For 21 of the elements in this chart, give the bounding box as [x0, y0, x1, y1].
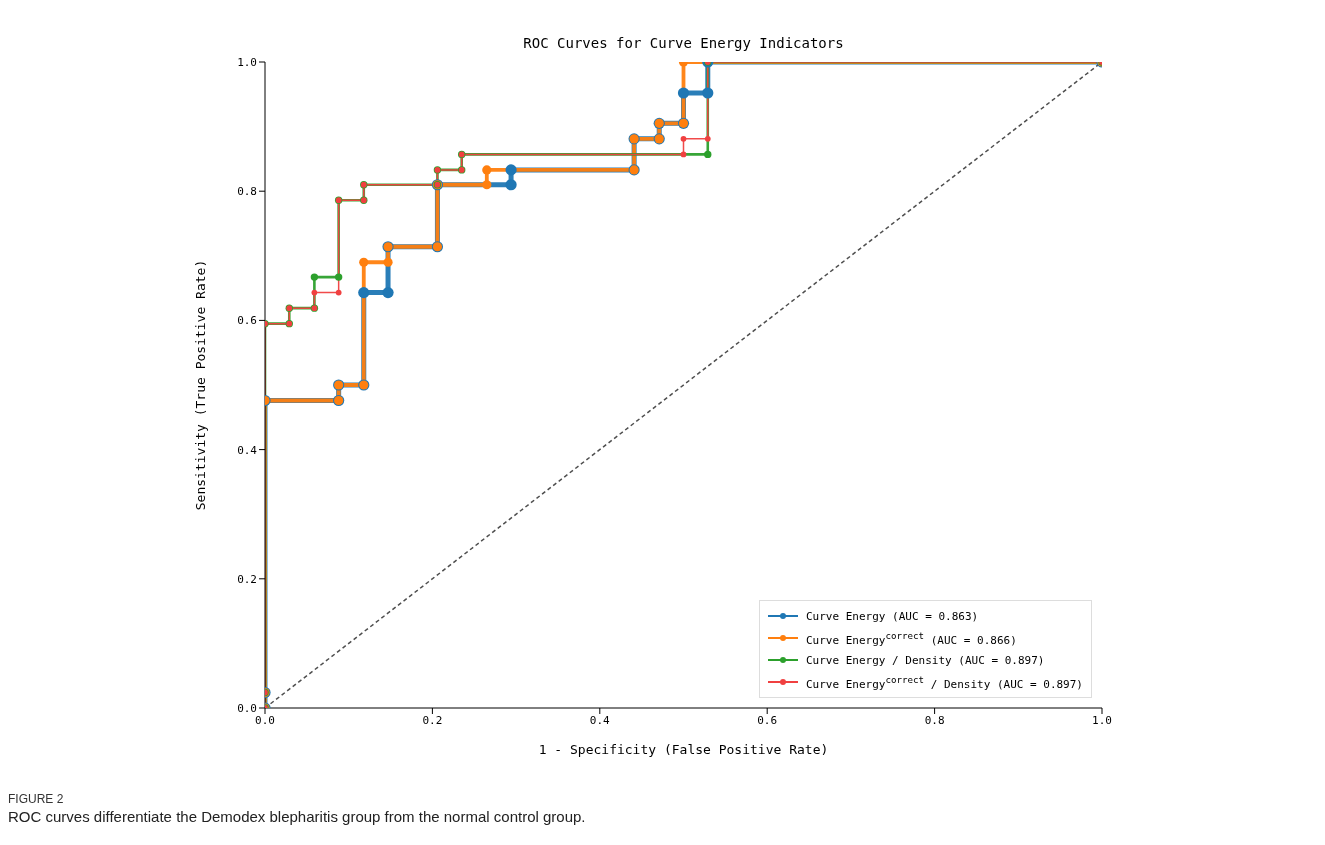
x-tick-label: 0.8 [924, 713, 945, 727]
x-tick-label: 1.0 [1092, 713, 1112, 727]
y-tick-label: 0.6 [237, 314, 257, 328]
y-tick-label: 0.4 [237, 443, 258, 457]
y-tick-label: 0.8 [237, 185, 257, 199]
legend-label: Curve Energy$^{correct}$ (AUC = 0.866) [805, 629, 1017, 647]
legend-label: Curve Energy$^{correct}$ / Density (AUC = 0.897) [805, 673, 1083, 691]
x-tick-label: 0.4 [589, 713, 611, 727]
legend-label: Curve Energy / Density (AUC = 0.897) [805, 653, 1045, 667]
x-tick-label: 0.6 [757, 713, 778, 727]
x-axis-title: 1 - Specificity (False Positive Rate) [538, 742, 829, 757]
x-tick-label: 0.2 [422, 713, 443, 727]
caption: FIGURE 2 [8, 792, 65, 806]
chart-title: ROC Curves for Curve Energy Indicators [523, 35, 844, 51]
y-axis-title: Sensitivity (True Positive Rate) [192, 259, 208, 511]
text: ROC curves differentiate the Demodex blepharitis group from the normal control group. [8, 808, 587, 825]
y-tick-label: 0.0 [237, 701, 257, 715]
legend-label: Curve Energy (AUC = 0.863) [805, 609, 979, 623]
y-tick-label: 1.0 [237, 55, 257, 69]
x-tick-label: 0.0 [255, 713, 275, 727]
y-tick-label: 0.2 [237, 572, 257, 586]
